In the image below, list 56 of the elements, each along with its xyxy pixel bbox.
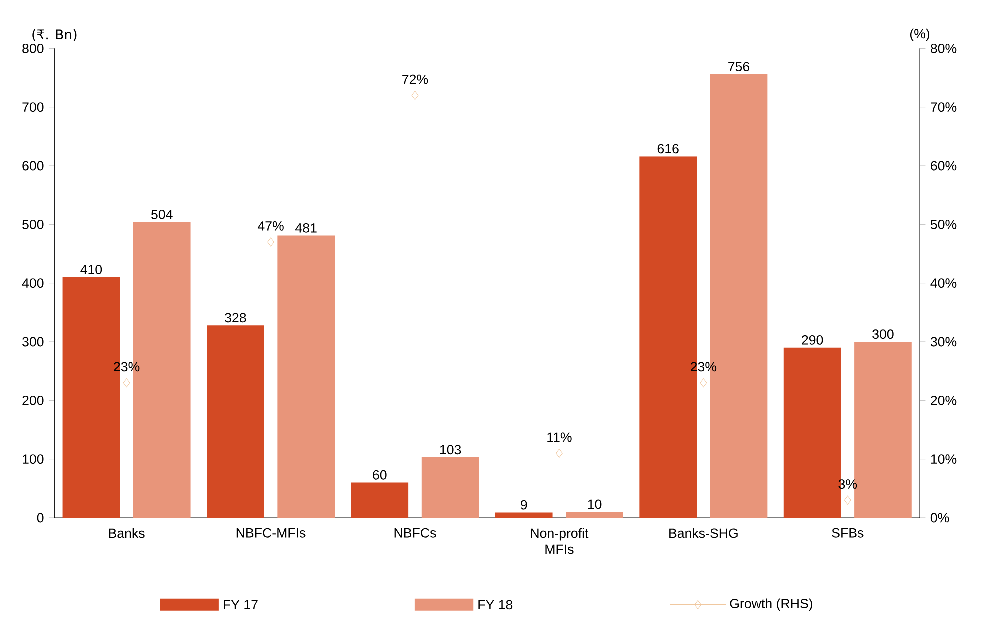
y-tick-label: 400 [22, 278, 44, 288]
data-label: 410 [80, 265, 102, 275]
data-label: 9 [521, 500, 528, 510]
y-axis-title: (₹. Bn) [32, 29, 77, 42]
bar [351, 482, 409, 518]
bar [422, 458, 480, 518]
data-label: 290 [802, 335, 824, 345]
y2-tick-label: 80% [930, 44, 957, 54]
point [844, 496, 852, 505]
legend-label: Growth (RHS) [730, 598, 812, 612]
data-label: 103 [440, 445, 462, 455]
x-tick-label: NBFCs [394, 528, 436, 538]
data-label: 481 [296, 223, 317, 233]
y2-tick-label: 40% [930, 278, 957, 288]
legend-label: FY 18 [478, 600, 513, 610]
data-label: 504 [152, 210, 173, 220]
x-tick-label: NBFC-MFIs [236, 528, 306, 538]
point [700, 378, 708, 388]
x-tick-label: Banks-SHG [670, 528, 738, 538]
bar [495, 512, 553, 518]
y2-tick-label: 30% [930, 337, 957, 347]
data-label: 300 [872, 330, 894, 340]
y-tick-label: 200 [22, 396, 44, 406]
bar [207, 326, 264, 518]
y2-tick-label: 0% [930, 513, 950, 523]
x-tick-label: Non-profit MFIs [531, 528, 589, 554]
bar [278, 236, 336, 518]
data-label: 616 [658, 144, 679, 154]
point [123, 378, 130, 388]
x-tick-label: Banks [109, 528, 145, 538]
data-label: 328 [225, 313, 246, 323]
y2-tick-label: 50% [930, 220, 957, 230]
point [268, 238, 274, 247]
y-tick-label: 800 [22, 44, 44, 54]
y-tick-label: 300 [22, 337, 44, 347]
y-tick-label: 600 [22, 161, 44, 171]
y2-tick-label: 20% [931, 396, 957, 406]
x-tick-label: SFBs [832, 528, 864, 538]
legend-label: FY 17 [224, 600, 258, 610]
y-tick-label: 700 [22, 102, 44, 112]
point [556, 448, 563, 458]
data-label: 60 [373, 470, 387, 480]
point [412, 91, 419, 100]
data-label: 10 [588, 500, 602, 510]
bar [566, 512, 624, 518]
y2-axis-title: (%) [910, 28, 930, 42]
y2-tick-label: 60% [931, 161, 957, 171]
y-tick-label: 0 [37, 513, 44, 523]
data-label: 72% [402, 74, 428, 84]
y-tick-label: 500 [22, 220, 44, 230]
y-tick-label: 100 [23, 454, 44, 464]
y2-tick-label: 10% [931, 454, 957, 464]
data-label: 11% [548, 432, 572, 442]
data-label: 756 [728, 62, 750, 72]
data-label: 47% [258, 222, 284, 231]
y2-tick-label: 70% [931, 102, 957, 112]
